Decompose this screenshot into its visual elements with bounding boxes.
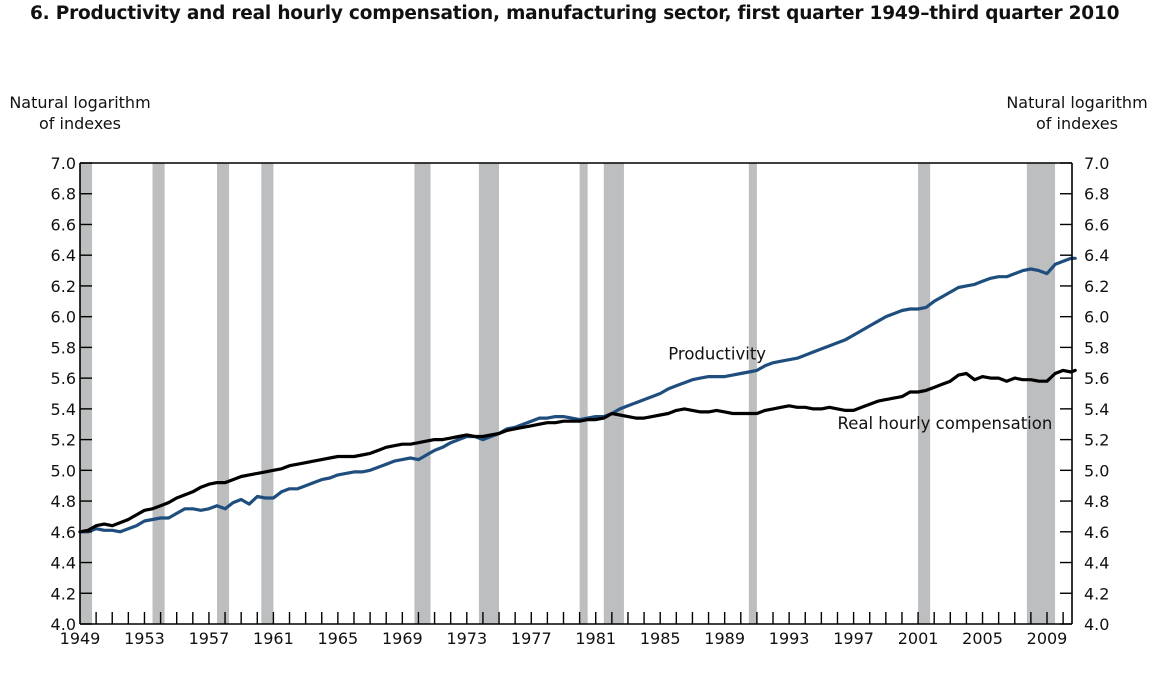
x-tick-label: 2005 [962, 629, 1003, 648]
x-tick-label: 1965 [318, 629, 359, 648]
x-tick-label: 1981 [575, 629, 616, 648]
y-tick-label-left: 5.2 [51, 431, 76, 450]
y-tick-label-left: 6.0 [51, 308, 76, 327]
recession-band [261, 163, 274, 624]
y-tick-label-right: 7.0 [1084, 154, 1109, 173]
y-tick-label-left: 5.6 [51, 369, 76, 388]
recession-band [478, 163, 500, 624]
x-tick-label: 1953 [124, 629, 165, 648]
series-lines [78, 256, 1077, 534]
recession-band [1026, 163, 1056, 624]
x-tick-label: 1973 [446, 629, 487, 648]
y-tick-label-right: 4.0 [1084, 615, 1109, 634]
y-tick-label-right: 6.4 [1084, 246, 1109, 265]
recession-band [579, 163, 588, 624]
y-axis-title-right: of indexes [1036, 114, 1118, 133]
y-tick-label-right: 4.2 [1084, 584, 1109, 603]
recession-band [918, 163, 931, 624]
y-tick-label-left: 4.6 [51, 523, 76, 542]
x-tick-label: 1989 [704, 629, 745, 648]
y-tick-label-left: 7.0 [51, 154, 76, 173]
y-tick-label-left: 6.4 [51, 246, 76, 265]
y-axis-title-left: Natural logarithm [9, 93, 150, 112]
recession-band [748, 163, 757, 624]
x-tick-label: 1961 [253, 629, 294, 648]
series-line-real-hourly-compensation [78, 368, 1077, 534]
x-tick-label: 2009 [1027, 629, 1068, 648]
x-tick-label: 1997 [833, 629, 874, 648]
y-tick-label-left: 5.0 [51, 461, 76, 480]
x-tick-label: 2001 [898, 629, 939, 648]
y-tick-label-left: 4.2 [51, 584, 76, 603]
y-tick-label-left: 6.6 [51, 215, 76, 234]
x-tick-label: 1957 [189, 629, 230, 648]
y-tick-label-right: 5.8 [1084, 338, 1109, 357]
x-tick-label: 1977 [511, 629, 552, 648]
y-tick-label-right: 6.8 [1084, 185, 1109, 204]
y-tick-label-right: 5.4 [1084, 400, 1109, 419]
y-tick-label-right: 5.2 [1084, 431, 1109, 450]
y-axis-title-left: of indexes [39, 114, 121, 133]
y-tick-label-right: 6.0 [1084, 308, 1109, 327]
x-tick-label: 1985 [640, 629, 681, 648]
x-tick-label: 1993 [769, 629, 810, 648]
y-tick-label-right: 5.6 [1084, 369, 1109, 388]
y-tick-label-right: 5.0 [1084, 461, 1109, 480]
x-tick-label: 1949 [60, 629, 101, 648]
x-tick-label: 1969 [382, 629, 423, 648]
series-label-productivity: Productivity [668, 345, 766, 364]
recession-band [603, 163, 624, 624]
y-tick-label-right: 6.2 [1084, 277, 1109, 296]
axis-labels: Productivity Real hourly compensation 4.0 4… [9, 93, 1147, 648]
y-tick-label-left: 4.4 [51, 554, 76, 573]
y-tick-label-right: 4.8 [1084, 492, 1109, 511]
y-tick-label-left: 5.8 [51, 338, 76, 357]
y-tick-label-left: 4.8 [51, 492, 76, 511]
recession-band [80, 163, 93, 624]
y-tick-label-left: 6.2 [51, 277, 76, 296]
y-tick-label-left: 5.4 [51, 400, 76, 419]
y-tick-label-left: 6.8 [51, 185, 76, 204]
axes [79, 162, 1073, 625]
chart-title: 6. Productivity and real hourly compensa… [30, 3, 1120, 24]
y-tick-label-left: 4.0 [51, 615, 76, 634]
y-tick-label-right: 6.6 [1084, 215, 1109, 234]
series-label-real-hourly-compensation: Real hourly compensation [837, 414, 1052, 433]
y-tick-label-right: 4.6 [1084, 523, 1109, 542]
y-axis-title-right: Natural logarithm [1006, 93, 1147, 112]
recession-band [216, 163, 230, 624]
recession-band [152, 163, 165, 624]
y-tick-label-right: 4.4 [1084, 554, 1109, 573]
recession-band [414, 163, 431, 624]
recession-bands [80, 163, 1056, 624]
